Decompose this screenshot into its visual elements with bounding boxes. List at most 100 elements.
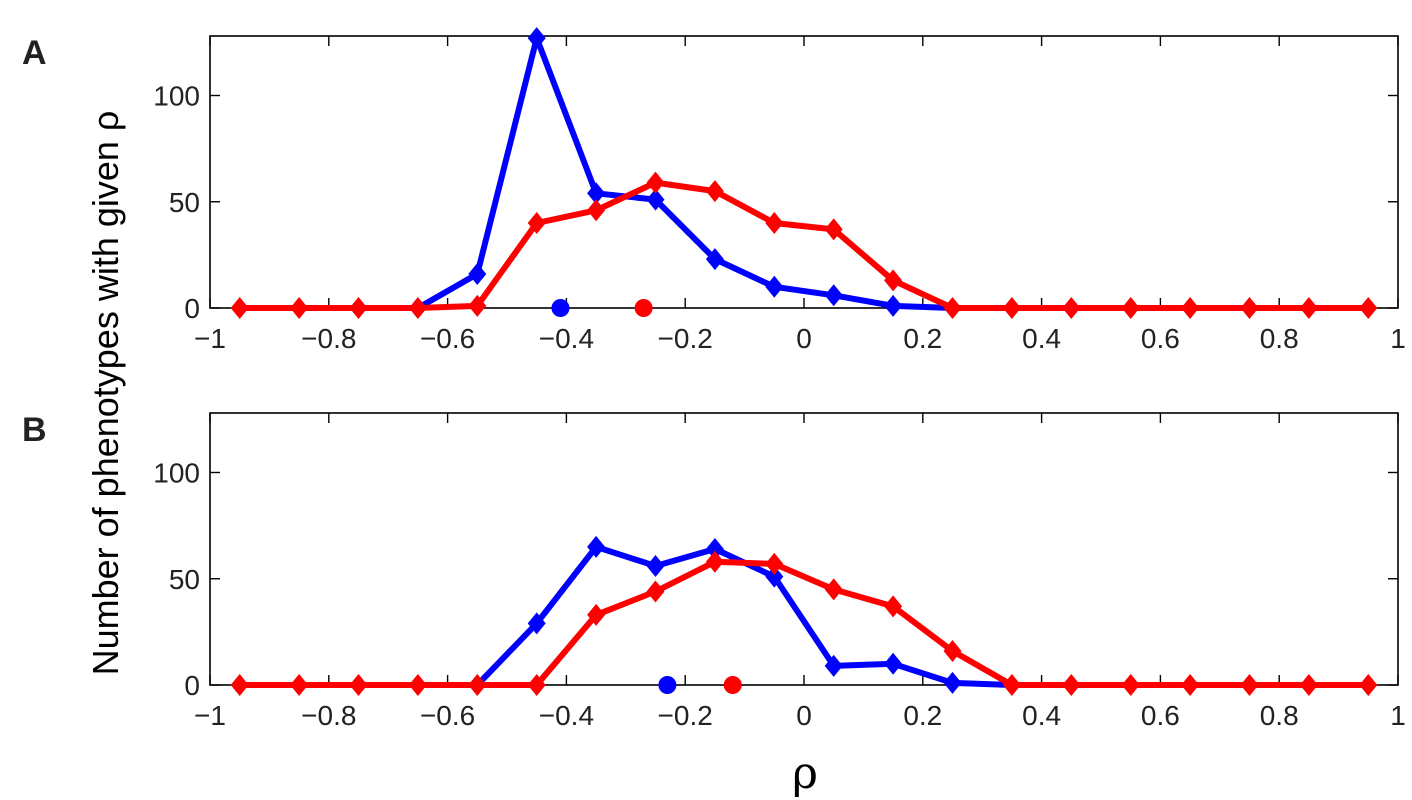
x-tick-label: 0.6: [1141, 323, 1180, 354]
blue-data-marker: [527, 27, 546, 50]
red-data-marker: [1002, 297, 1021, 319]
blue-data-marker: [587, 182, 606, 205]
blue-series-line: [414, 35, 956, 311]
x-tick-label: −0.2: [658, 700, 713, 731]
red-data-marker: [765, 212, 784, 234]
x-tick-label: 0: [796, 323, 812, 354]
x-tick-label: 0.8: [1260, 700, 1299, 731]
y-tick-label: 0: [184, 293, 200, 324]
x-tick-label: 1: [1390, 700, 1406, 731]
x-tick-label: −0.8: [301, 323, 356, 354]
x-tick-label: −0.4: [539, 323, 594, 354]
red-data-marker: [527, 212, 546, 234]
red-data-marker: [1240, 297, 1259, 319]
blue-data-marker: [943, 671, 962, 694]
blue-data-marker: [705, 248, 724, 271]
red-data-marker: [943, 297, 962, 319]
red-data-marker: [646, 580, 665, 603]
x-tick-label: −0.4: [539, 700, 594, 731]
blue-data-marker: [824, 654, 843, 677]
x-tick-label: 0.6: [1141, 700, 1180, 731]
panel-label: A: [22, 34, 47, 72]
blue-data-marker: [705, 538, 724, 560]
y-tick-label: 50: [169, 564, 200, 595]
red-data-marker: [943, 640, 962, 662]
blue-data-marker: [527, 612, 546, 635]
x-tick-label: 0.4: [1022, 700, 1061, 731]
red-data-marker: [349, 674, 368, 696]
red-data-marker: [290, 674, 309, 696]
red-data-marker: [1062, 297, 1081, 319]
red-series-line: [236, 558, 1372, 688]
x-tick-label: −0.6: [420, 323, 475, 354]
blue-data-marker: [646, 188, 665, 211]
red-data-marker: [587, 603, 606, 626]
red-data-marker: [1062, 674, 1081, 696]
red-data-marker: [230, 674, 249, 696]
blue-data-marker: [765, 275, 784, 298]
red-data-marker: [1002, 674, 1021, 696]
red-data-marker: [765, 552, 784, 575]
y-tick-label: 0: [184, 670, 200, 701]
panel-a: A −1 −0.8 −0.6 −0.4 −0.2 0 0.2 0.4 0.6 0.8 1 0 50 100: [22, 27, 1406, 354]
red-data-marker: [1121, 297, 1140, 319]
red-data-marker: [349, 297, 368, 319]
blue-data-marker: [646, 555, 665, 577]
red-mean-dot: [634, 299, 653, 317]
red-data-marker: [705, 180, 724, 203]
x-tick-label: 0: [796, 700, 812, 731]
x-tick-label: −1: [194, 323, 226, 354]
x-tick-label: 0.2: [903, 323, 942, 354]
y-tick-label: 50: [169, 187, 200, 218]
red-data-marker: [1299, 674, 1318, 696]
x-tick-label: −0.6: [420, 700, 475, 731]
axes-box: [209, 35, 1399, 309]
x-tick-label: 1: [1390, 323, 1406, 354]
red-data-marker: [1181, 297, 1200, 319]
blue-data-marker: [765, 565, 784, 588]
y-tick-label: 100: [153, 458, 200, 489]
red-data-marker: [824, 578, 843, 601]
x-tick-label: 0.4: [1022, 323, 1061, 354]
x-tick-label: −0.2: [658, 323, 713, 354]
red-data-marker: [1240, 674, 1259, 696]
red-data-marker: [1121, 674, 1140, 696]
axes-box: [209, 412, 1399, 686]
red-data-marker: [884, 595, 903, 618]
x-tick-label: −1: [194, 700, 226, 731]
red-data-marker: [884, 269, 903, 292]
x-tick-label: −0.8: [301, 700, 356, 731]
red-data-marker: [290, 297, 309, 319]
red-data-marker: [468, 674, 487, 696]
red-data-marker: [705, 550, 724, 573]
red-data-marker: [230, 297, 249, 319]
red-series-line: [236, 179, 1372, 311]
red-data-marker: [408, 674, 427, 696]
red-data-marker: [646, 171, 665, 194]
blue-data-marker: [587, 535, 606, 558]
red-data-marker: [1299, 297, 1318, 319]
red-data-marker: [1359, 674, 1378, 696]
x-tick-label: 0.8: [1260, 323, 1299, 354]
red-data-marker: [587, 199, 606, 222]
blue-mean-dot: [551, 299, 570, 317]
blue-data-marker: [824, 284, 843, 307]
blue-data-marker: [884, 294, 903, 317]
blue-data-marker: [468, 263, 487, 285]
red-mean-dot: [723, 676, 742, 694]
blue-mean-dot: [658, 676, 677, 694]
blue-data-marker: [884, 652, 903, 675]
y-axis-label: Number of phenotypes with given ρ: [85, 111, 126, 676]
red-data-marker: [408, 297, 427, 319]
x-tick-label: 0.2: [903, 700, 942, 731]
red-data-marker: [468, 294, 487, 317]
red-data-marker: [1359, 297, 1378, 319]
red-data-marker: [1181, 674, 1200, 696]
panel-label: B: [22, 411, 47, 449]
red-data-marker: [824, 218, 843, 241]
panel-b: B −1 −0.8 −0.6 −0.4 −0.2 0 0.2 0.4 0.6 0.8 1 0 50 100: [22, 411, 1406, 731]
x-axis-label: ρ: [792, 748, 818, 799]
red-data-marker: [527, 674, 546, 696]
y-tick-label: 100: [153, 81, 200, 112]
